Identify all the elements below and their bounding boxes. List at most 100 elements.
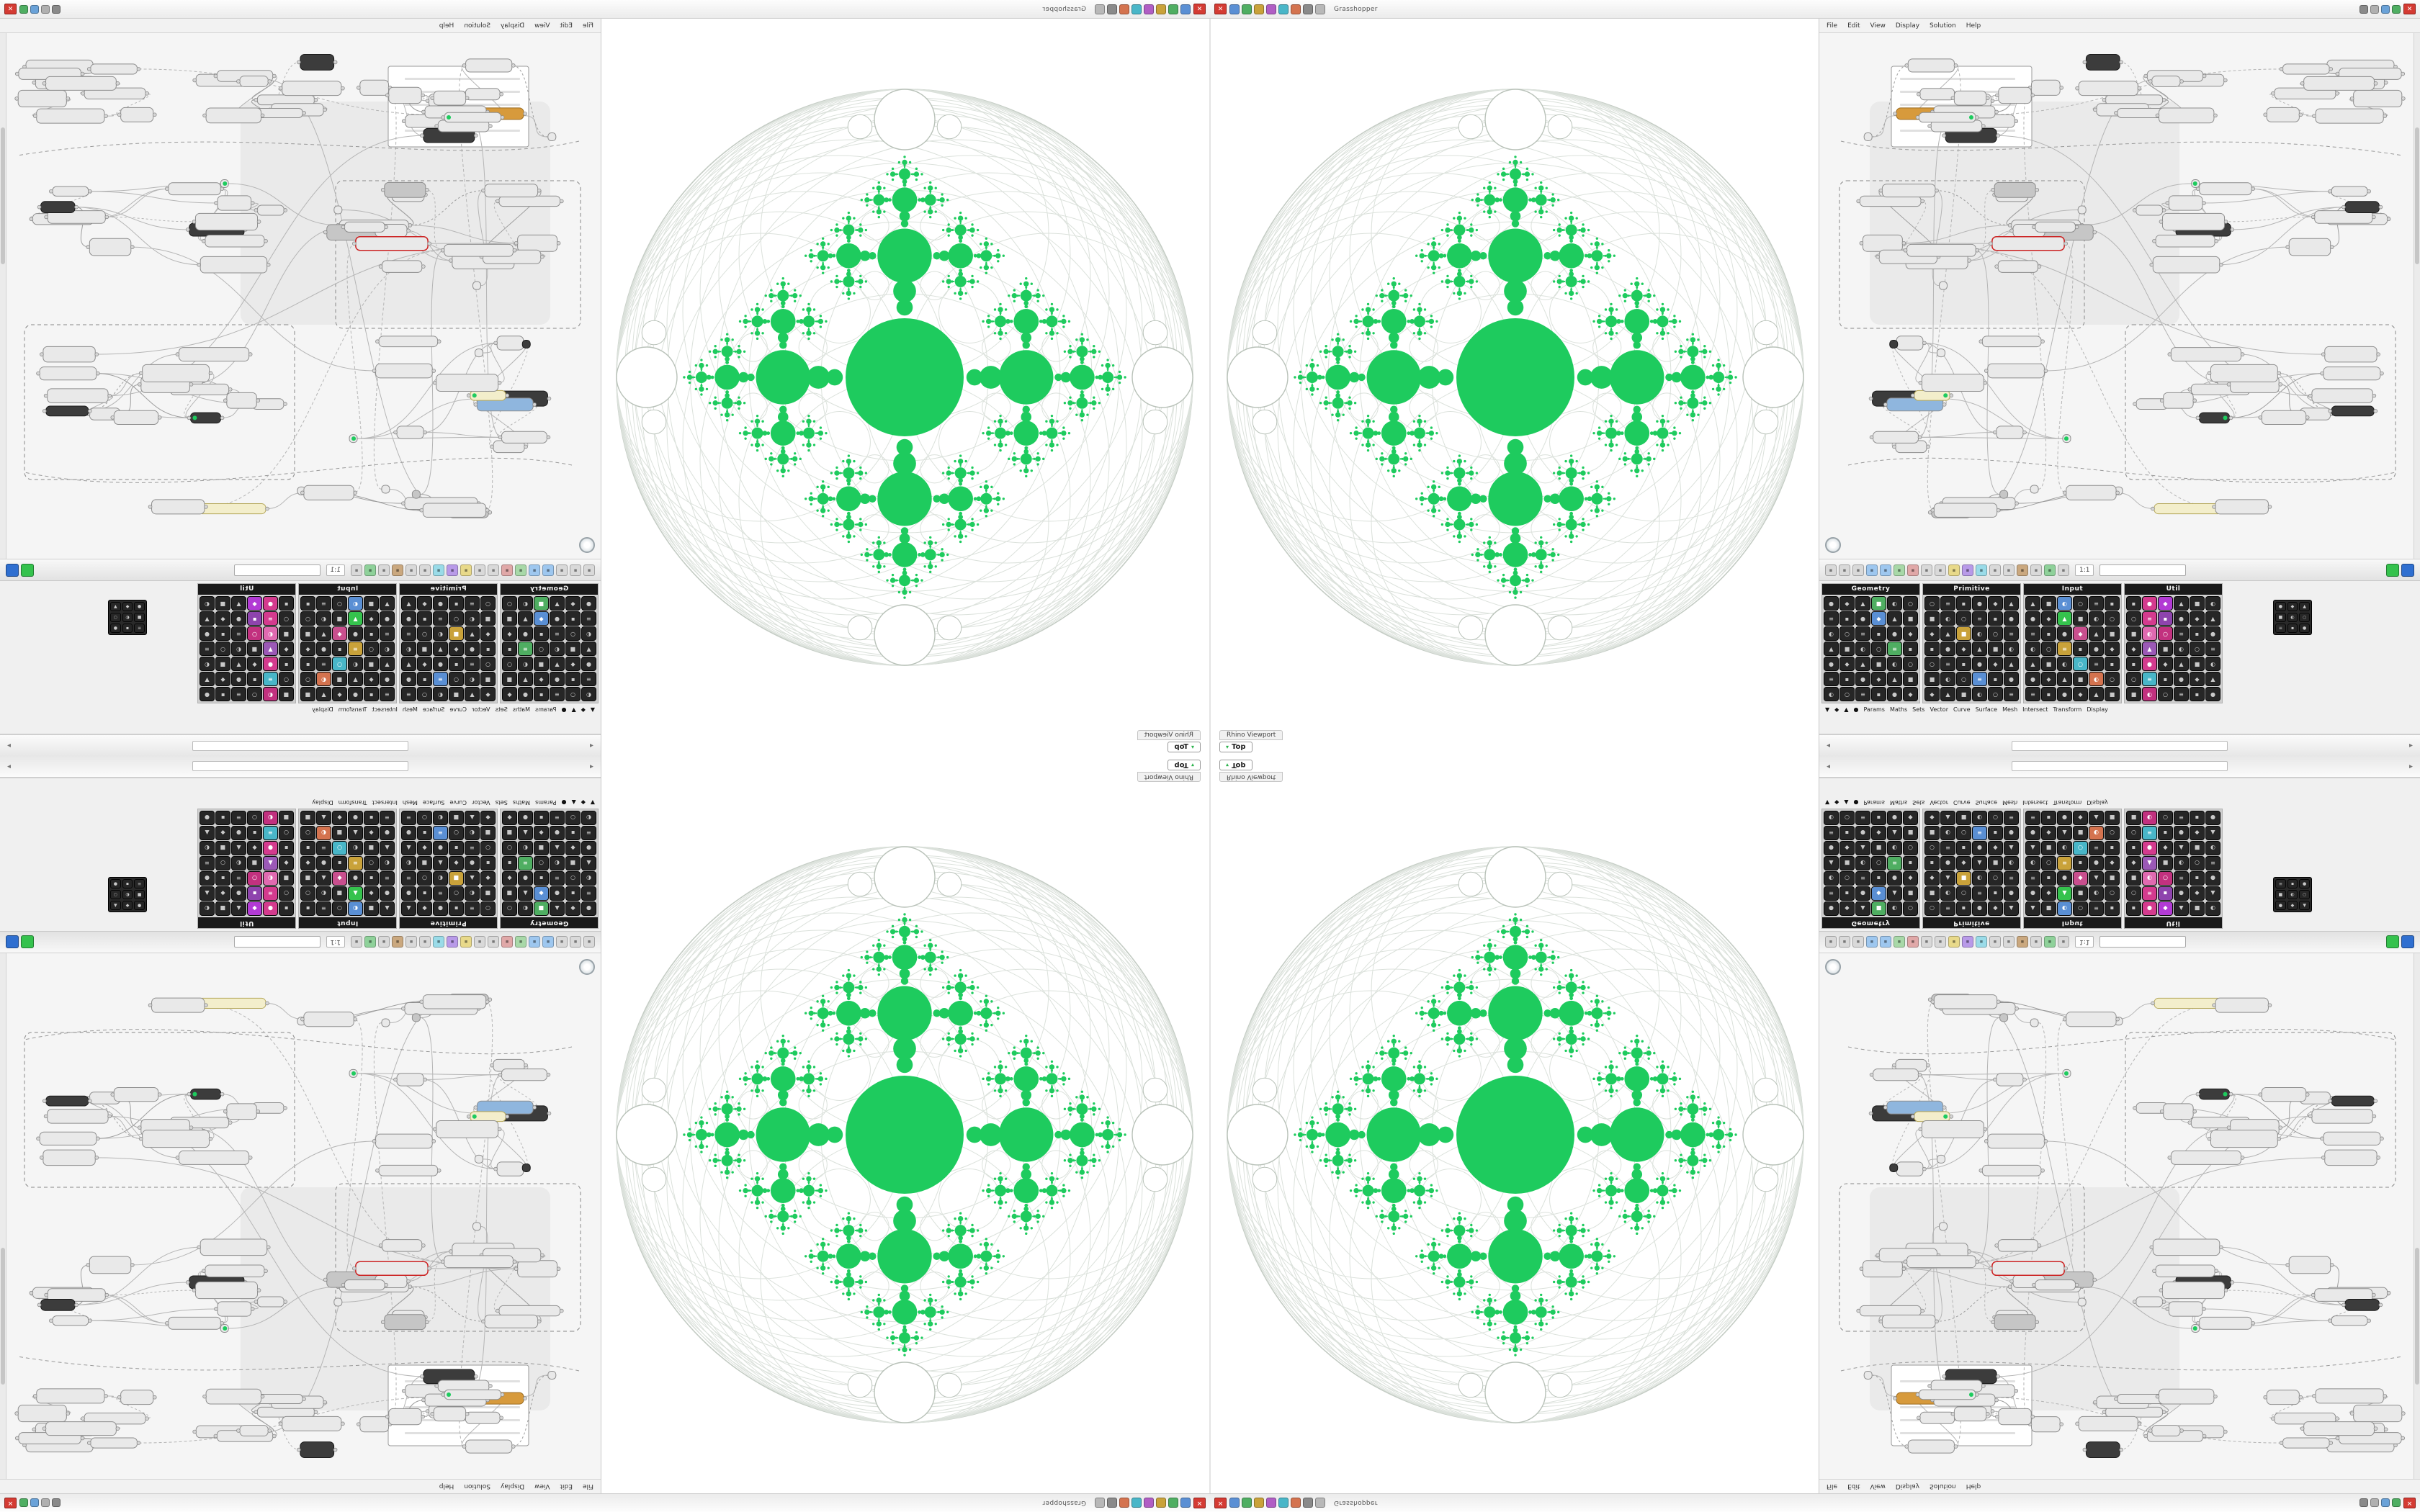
component-icon[interactable]: ●	[518, 626, 533, 641]
component-icon[interactable]: ▲	[380, 657, 395, 671]
node-canvas[interactable]	[1819, 33, 2420, 559]
component-icon[interactable]: ▪	[417, 672, 432, 686]
tab-sets[interactable]: Sets	[1912, 706, 1925, 713]
tab-maths[interactable]: Maths	[1889, 706, 1908, 713]
app-icon[interactable]	[1144, 1498, 1154, 1508]
component-icon[interactable]: ◐	[1940, 826, 1955, 840]
canvas-compass-widget[interactable]	[1825, 537, 1841, 553]
component-icon[interactable]: ≡	[1824, 826, 1839, 840]
open-file-icon[interactable]: ▪	[1825, 564, 1837, 576]
component-icon[interactable]: ●	[380, 826, 395, 840]
component-icon[interactable]: ◆	[1924, 811, 1940, 825]
component-icon[interactable]: ▪	[332, 642, 347, 656]
component-icon[interactable]: ●	[2089, 642, 2104, 656]
component-icon[interactable]: ≡	[2142, 886, 2157, 901]
obscure-icon[interactable]: ▪	[2003, 564, 2015, 576]
component-icon[interactable]: ○	[110, 890, 121, 899]
menu-item-edit[interactable]: Edit	[560, 1482, 573, 1490]
component-icon[interactable]: ■	[502, 672, 517, 686]
component-icon[interactable]: ■	[364, 841, 379, 855]
component-icon[interactable]: ▲	[316, 626, 331, 641]
component-icon[interactable]: ◐	[2089, 826, 2104, 840]
component-icon[interactable]: ≡	[380, 626, 395, 641]
viewport-tab[interactable]: Rhino Viewport	[1137, 730, 1201, 740]
tab-vector[interactable]: Vector	[472, 799, 490, 806]
component-icon[interactable]: ◆	[215, 826, 230, 840]
obscure-icon[interactable]: ▪	[405, 564, 417, 576]
component-icon[interactable]: ◆	[534, 672, 549, 686]
zoom-out-icon[interactable]: ▪	[1880, 936, 1891, 948]
app-icon[interactable]	[1119, 4, 1129, 14]
component-icon[interactable]: ▪	[364, 687, 379, 701]
component-icon[interactable]: ≡	[316, 901, 331, 916]
component-icon[interactable]: ○	[1988, 811, 2003, 825]
component-icon[interactable]: ▪	[300, 841, 315, 855]
zoom-default-icon[interactable]: ▪	[556, 564, 568, 576]
component-icon[interactable]: ▪	[1871, 687, 1886, 701]
component-icon[interactable]: ◆	[332, 626, 347, 641]
preview-shaded-icon[interactable]: ▪	[1976, 564, 1987, 576]
component-icon[interactable]: ■	[1956, 687, 1971, 701]
component-icon[interactable]: ○	[1956, 826, 1971, 840]
component-icon[interactable]: ●	[2004, 611, 2019, 626]
scroll-right-icon[interactable]: ▸	[7, 742, 12, 750]
zoom-extents-icon[interactable]: ▪	[515, 936, 526, 948]
component-icon[interactable]: ■	[300, 687, 315, 701]
close-button[interactable]: ✕	[2403, 1498, 2416, 1508]
tab-params[interactable]: Params	[535, 706, 557, 713]
component-icon[interactable]: ◆	[2158, 657, 2173, 671]
app-icon[interactable]	[1266, 1498, 1276, 1508]
menu-item-file[interactable]: File	[582, 1482, 593, 1490]
component-icon[interactable]: ▲	[2004, 657, 2019, 671]
component-icon[interactable]: ▪	[2105, 901, 2120, 916]
component-icon[interactable]: ≡	[2089, 596, 2104, 611]
component-icon[interactable]: ▪	[215, 811, 230, 825]
component-icon[interactable]: ≡	[2025, 626, 2040, 641]
component-icon[interactable]: ■	[534, 841, 549, 855]
tab-vector[interactable]: Vector	[1930, 706, 1948, 713]
zoom-level-chip[interactable]: 1:1	[326, 936, 345, 948]
component-icon[interactable]: ○	[2105, 826, 2120, 840]
component-icon[interactable]: ○	[1871, 856, 1886, 870]
settings-icon[interactable]: ▪	[351, 936, 362, 948]
component-icon[interactable]: ■	[2126, 626, 2141, 641]
component-icon[interactable]: ●	[1887, 687, 1902, 701]
component-icon[interactable]: ◆	[1988, 901, 2003, 916]
component-icon[interactable]: ≡	[348, 856, 363, 870]
app-icon[interactable]	[2392, 4, 2401, 14]
component-icon[interactable]: ◐	[380, 642, 395, 656]
component-icon[interactable]: ▪	[449, 901, 464, 916]
component-icon[interactable]: ◆	[247, 596, 262, 611]
component-icon[interactable]: ◆	[417, 596, 432, 611]
zoom-default-icon[interactable]: ▪	[1852, 564, 1864, 576]
component-icon[interactable]: ●	[2275, 901, 2286, 910]
widget-icon[interactable]: ▪	[2030, 564, 2042, 576]
zoom-level-chip[interactable]: 1:1	[326, 564, 345, 576]
component-icon[interactable]: ▲	[2089, 811, 2104, 825]
component-icon[interactable]: ▪	[1956, 657, 1971, 671]
component-icon[interactable]: ▪	[1903, 856, 1918, 870]
preview-blue-toggle[interactable]	[6, 935, 19, 949]
component-icon[interactable]: ■	[2126, 811, 2141, 825]
app-icon[interactable]	[41, 1498, 50, 1508]
tab-sets[interactable]: Sets	[495, 799, 508, 806]
app-icon[interactable]	[2370, 4, 2379, 14]
component-icon[interactable]: ■	[1956, 626, 1971, 641]
scroll-left-icon[interactable]: ◂	[1827, 742, 1831, 750]
component-icon[interactable]: ○	[279, 611, 294, 626]
component-icon[interactable]: ●	[348, 871, 363, 886]
menu-item-edit[interactable]: Edit	[1847, 22, 1860, 30]
component-icon[interactable]: ▪	[2126, 596, 2141, 611]
component-icon[interactable]: ●	[581, 596, 596, 611]
component-icon[interactable]: ◆	[2041, 826, 2056, 840]
component-icon[interactable]: ●	[2299, 624, 2310, 633]
component-icon[interactable]: ●	[134, 602, 145, 611]
component-icon[interactable]: ▪	[2105, 657, 2120, 671]
component-icon[interactable]: ▲	[380, 841, 395, 855]
component-icon[interactable]: ▪	[247, 672, 262, 686]
app-icon[interactable]	[52, 1498, 60, 1508]
component-icon[interactable]: ▪	[1839, 672, 1855, 686]
zoom-extents-icon[interactable]: ▪	[515, 564, 526, 576]
component-icon[interactable]: ◐	[1972, 871, 1987, 886]
component-icon[interactable]: ●	[200, 811, 215, 825]
